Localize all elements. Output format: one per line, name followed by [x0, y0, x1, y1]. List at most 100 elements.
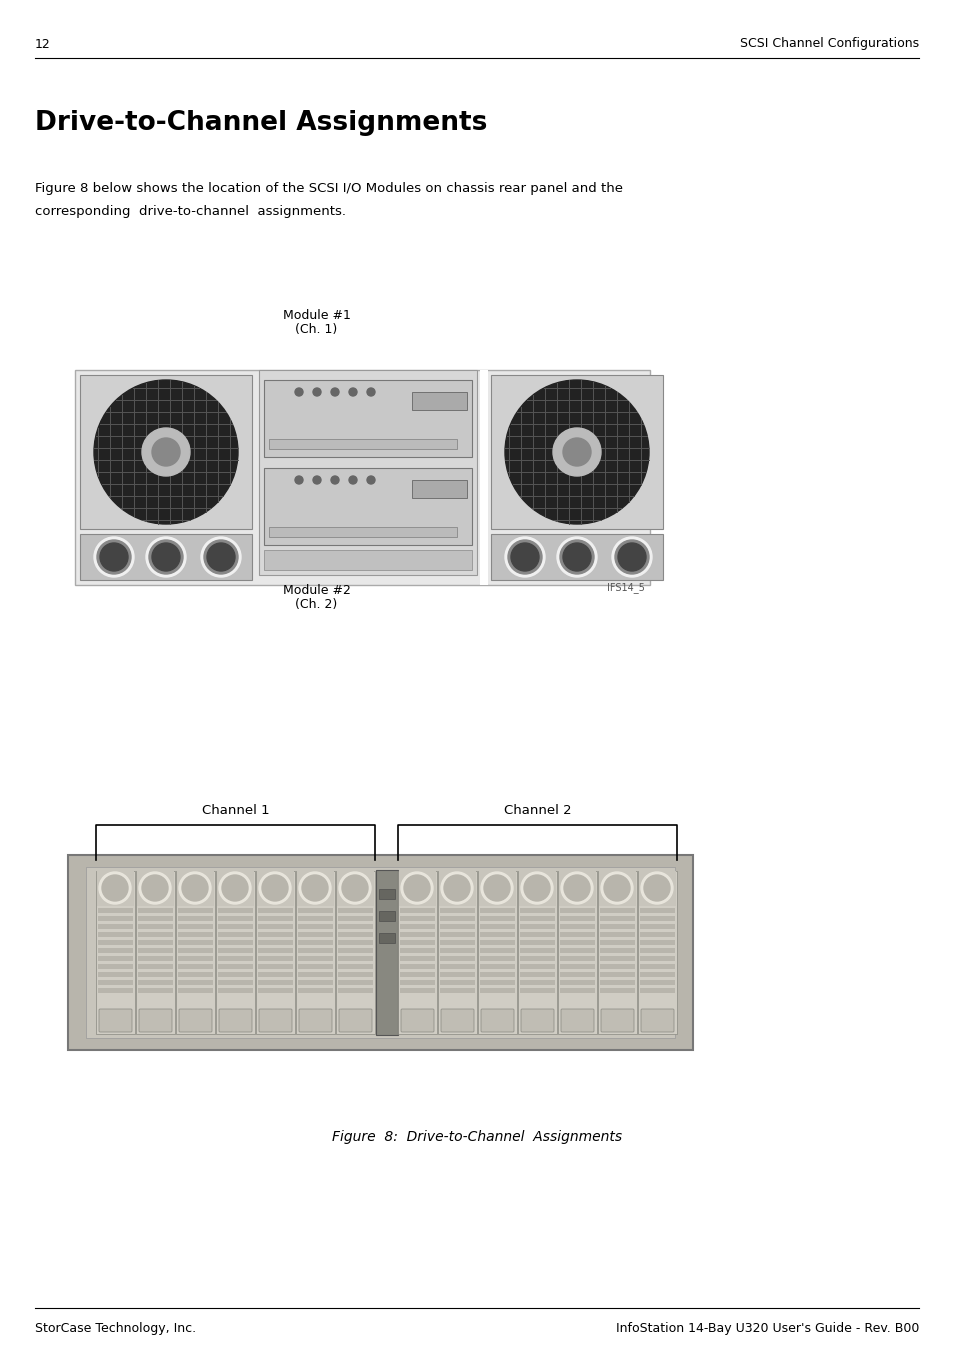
- FancyBboxPatch shape: [218, 932, 253, 936]
- FancyBboxPatch shape: [295, 871, 335, 1034]
- FancyBboxPatch shape: [559, 932, 595, 936]
- FancyBboxPatch shape: [138, 947, 172, 953]
- FancyBboxPatch shape: [639, 908, 675, 913]
- FancyBboxPatch shape: [138, 972, 172, 977]
- Circle shape: [152, 438, 180, 465]
- FancyBboxPatch shape: [479, 947, 515, 953]
- Text: Module #2: Module #2: [282, 585, 350, 597]
- FancyBboxPatch shape: [439, 988, 475, 993]
- Circle shape: [94, 381, 237, 524]
- FancyBboxPatch shape: [559, 947, 595, 953]
- FancyBboxPatch shape: [439, 932, 475, 936]
- Text: Module #1: Module #1: [282, 309, 350, 322]
- FancyBboxPatch shape: [257, 956, 293, 961]
- Circle shape: [313, 387, 320, 396]
- FancyBboxPatch shape: [599, 988, 635, 993]
- FancyBboxPatch shape: [519, 947, 555, 953]
- FancyBboxPatch shape: [639, 988, 675, 993]
- FancyBboxPatch shape: [80, 375, 252, 528]
- FancyBboxPatch shape: [599, 941, 635, 945]
- FancyBboxPatch shape: [297, 916, 333, 921]
- Circle shape: [142, 428, 190, 476]
- FancyBboxPatch shape: [439, 964, 475, 969]
- FancyBboxPatch shape: [399, 924, 435, 930]
- FancyBboxPatch shape: [439, 916, 475, 921]
- FancyBboxPatch shape: [639, 924, 675, 930]
- FancyBboxPatch shape: [479, 972, 515, 977]
- FancyBboxPatch shape: [257, 964, 293, 969]
- FancyBboxPatch shape: [518, 871, 556, 906]
- Circle shape: [99, 872, 131, 904]
- FancyBboxPatch shape: [599, 908, 635, 913]
- FancyBboxPatch shape: [178, 972, 213, 977]
- Circle shape: [562, 543, 590, 571]
- Circle shape: [207, 543, 234, 571]
- FancyBboxPatch shape: [639, 964, 675, 969]
- FancyBboxPatch shape: [218, 941, 253, 945]
- FancyBboxPatch shape: [138, 916, 172, 921]
- Circle shape: [341, 875, 368, 901]
- Circle shape: [483, 875, 510, 901]
- FancyBboxPatch shape: [399, 941, 435, 945]
- FancyBboxPatch shape: [599, 916, 635, 921]
- Text: Channel 2: Channel 2: [503, 804, 571, 817]
- FancyBboxPatch shape: [400, 1009, 434, 1032]
- FancyBboxPatch shape: [297, 980, 333, 986]
- FancyBboxPatch shape: [257, 941, 293, 945]
- FancyBboxPatch shape: [178, 980, 213, 986]
- Circle shape: [504, 381, 648, 524]
- FancyBboxPatch shape: [336, 871, 374, 906]
- FancyBboxPatch shape: [477, 871, 517, 1034]
- FancyBboxPatch shape: [479, 956, 515, 961]
- FancyBboxPatch shape: [218, 916, 253, 921]
- FancyBboxPatch shape: [598, 871, 637, 1034]
- FancyBboxPatch shape: [98, 916, 132, 921]
- FancyBboxPatch shape: [298, 1009, 332, 1032]
- FancyBboxPatch shape: [375, 871, 397, 1035]
- FancyBboxPatch shape: [639, 941, 675, 945]
- FancyBboxPatch shape: [519, 956, 555, 961]
- FancyBboxPatch shape: [439, 908, 475, 913]
- FancyBboxPatch shape: [269, 439, 456, 449]
- FancyBboxPatch shape: [479, 941, 515, 945]
- Circle shape: [302, 875, 328, 901]
- Text: StorCase Technology, Inc.: StorCase Technology, Inc.: [35, 1322, 196, 1335]
- FancyBboxPatch shape: [98, 964, 132, 969]
- FancyBboxPatch shape: [68, 856, 692, 1050]
- FancyBboxPatch shape: [96, 871, 135, 1034]
- Circle shape: [349, 387, 356, 396]
- FancyBboxPatch shape: [598, 871, 636, 906]
- FancyBboxPatch shape: [136, 871, 174, 1034]
- FancyBboxPatch shape: [559, 916, 595, 921]
- FancyBboxPatch shape: [178, 908, 213, 913]
- FancyBboxPatch shape: [480, 1009, 514, 1032]
- Circle shape: [182, 875, 208, 901]
- Circle shape: [600, 872, 633, 904]
- FancyBboxPatch shape: [98, 908, 132, 913]
- FancyBboxPatch shape: [218, 924, 253, 930]
- FancyBboxPatch shape: [218, 980, 253, 986]
- Circle shape: [507, 539, 541, 574]
- Circle shape: [100, 543, 128, 571]
- FancyBboxPatch shape: [412, 481, 467, 498]
- FancyBboxPatch shape: [479, 980, 515, 986]
- FancyBboxPatch shape: [559, 908, 595, 913]
- FancyBboxPatch shape: [520, 1009, 554, 1032]
- FancyBboxPatch shape: [639, 956, 675, 961]
- FancyBboxPatch shape: [479, 988, 515, 993]
- Circle shape: [480, 872, 513, 904]
- FancyBboxPatch shape: [519, 941, 555, 945]
- FancyBboxPatch shape: [297, 972, 333, 977]
- FancyBboxPatch shape: [256, 871, 294, 906]
- Circle shape: [146, 537, 186, 576]
- FancyBboxPatch shape: [378, 934, 395, 943]
- FancyBboxPatch shape: [218, 947, 253, 953]
- Circle shape: [367, 476, 375, 485]
- FancyBboxPatch shape: [296, 871, 334, 906]
- Circle shape: [294, 476, 303, 485]
- FancyBboxPatch shape: [491, 534, 662, 580]
- FancyBboxPatch shape: [439, 956, 475, 961]
- FancyBboxPatch shape: [399, 972, 435, 977]
- Circle shape: [560, 872, 593, 904]
- Circle shape: [557, 537, 597, 576]
